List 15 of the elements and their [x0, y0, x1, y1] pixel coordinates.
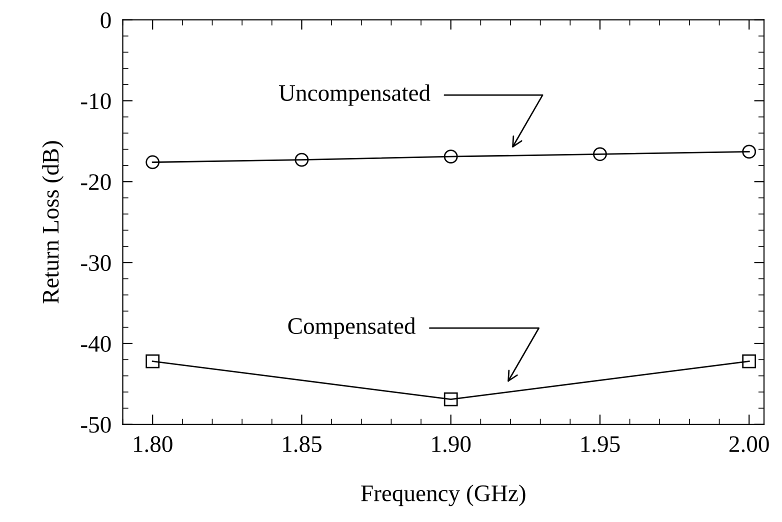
y-tick-label: -40 — [81, 336, 111, 352]
x-tick-label: 1.95 — [581, 436, 620, 452]
y-tick-label: -20 — [81, 174, 111, 190]
x-tick-label: 1.80 — [134, 436, 172, 452]
y-tick-label: 0 — [100, 12, 111, 28]
x-tick-label: 2.00 — [729, 436, 769, 452]
x-tick-label: 1.85 — [283, 436, 322, 452]
y-tick-label: -50 — [81, 416, 111, 433]
y-axis-title: Return Loss (dB) — [42, 141, 64, 304]
annotation: Uncompensated — [278, 84, 430, 106]
y-tick-label: -10 — [81, 93, 111, 110]
y-tick-label: -30 — [81, 255, 111, 271]
x-tick-label: 1.90 — [432, 436, 471, 452]
x-axis-title: Frequency (GHz) — [361, 484, 526, 506]
annotation: Compensated — [288, 317, 416, 339]
